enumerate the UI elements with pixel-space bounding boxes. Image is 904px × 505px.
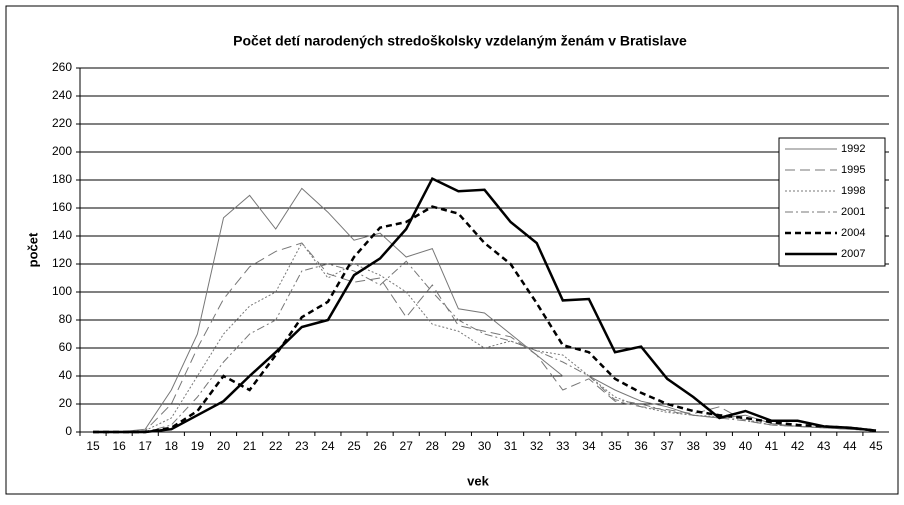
x-tick-label: 30 <box>478 439 492 453</box>
x-axis-label: vek <box>467 473 489 488</box>
x-tick-label: 43 <box>817 439 831 453</box>
y-tick-label: 140 <box>52 228 72 242</box>
x-tick-label: 35 <box>608 439 622 453</box>
x-tick-label: 15 <box>86 439 100 453</box>
x-tick-label: 22 <box>269 439 283 453</box>
y-tick-label: 260 <box>52 60 72 74</box>
x-tick-label: 34 <box>582 439 596 453</box>
x-tick-label: 44 <box>843 439 857 453</box>
x-tick-label: 37 <box>660 439 674 453</box>
y-tick-label: 20 <box>59 396 73 410</box>
x-tick-label: 42 <box>791 439 805 453</box>
x-tick-label: 31 <box>504 439 518 453</box>
x-tick-label: 26 <box>373 439 387 453</box>
x-tick-label: 24 <box>321 439 335 453</box>
series-line <box>93 242 876 433</box>
y-tick-label: 160 <box>52 200 72 214</box>
x-tick-label: 38 <box>687 439 701 453</box>
legend-label: 1995 <box>841 164 865 176</box>
y-tick-label: 0 <box>65 424 72 438</box>
x-tick-label: 16 <box>112 439 126 453</box>
series-line <box>93 260 876 433</box>
x-tick-label: 28 <box>426 439 440 453</box>
y-tick-label: 80 <box>59 312 73 326</box>
legend-label: 2007 <box>841 248 865 260</box>
y-tick-label: 60 <box>59 340 73 354</box>
x-tick-label: 25 <box>347 439 361 453</box>
x-tick-label: 40 <box>739 439 753 453</box>
y-tick-label: 220 <box>52 116 72 130</box>
series-line <box>93 176 877 434</box>
legend-label: 1998 <box>841 185 865 197</box>
y-tick-label: 120 <box>52 256 72 270</box>
y-axis-label: počet <box>25 232 40 267</box>
y-tick-label: 100 <box>52 284 72 298</box>
x-tick-label: 23 <box>295 439 309 453</box>
x-tick-label: 27 <box>400 439 414 453</box>
series-line <box>93 205 877 434</box>
y-tick-label: 240 <box>52 88 72 102</box>
x-tick-label: 39 <box>713 439 727 453</box>
legend-label: 2001 <box>841 206 865 218</box>
x-tick-label: 32 <box>530 439 544 453</box>
x-tick-label: 19 <box>191 439 205 453</box>
x-tick-label: 45 <box>869 439 883 453</box>
legend-label: 2004 <box>841 227 865 239</box>
x-tick-label: 29 <box>452 439 466 453</box>
x-tick-label: 18 <box>165 439 179 453</box>
series-line <box>93 187 876 433</box>
chart-title: Počet detí narodených stredoškolsky vzde… <box>233 33 687 49</box>
x-tick-label: 33 <box>556 439 570 453</box>
x-tick-label: 17 <box>139 439 153 453</box>
legend-label: 1992 <box>841 143 865 155</box>
y-tick-label: 200 <box>52 144 72 158</box>
x-tick-label: 41 <box>765 439 779 453</box>
x-tick-label: 36 <box>634 439 648 453</box>
legend-box <box>778 137 886 267</box>
y-tick-label: 40 <box>59 368 73 382</box>
y-tick-label: 180 <box>52 172 72 186</box>
x-tick-label: 20 <box>217 439 231 453</box>
x-tick-label: 21 <box>243 439 257 453</box>
series-line <box>93 242 876 433</box>
